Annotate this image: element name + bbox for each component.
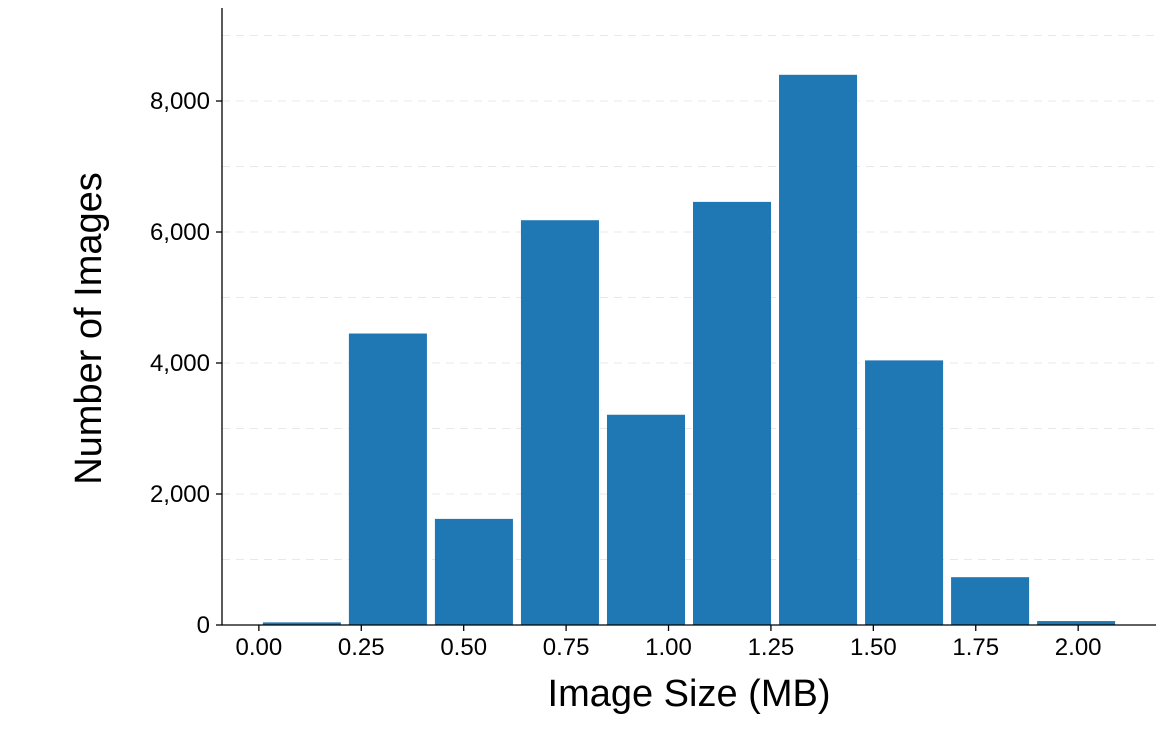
y-tick-label-0: 0 [197, 612, 210, 639]
x-tick-label-4: 1.00 [645, 634, 692, 661]
y-tick-label-4: 8,000 [150, 88, 210, 115]
y-tick-label-2: 4,000 [150, 350, 210, 377]
bar-8 [951, 577, 1030, 625]
x-tick-label-5: 1.25 [748, 634, 795, 661]
bar-3 [520, 220, 599, 626]
y-axis-title: Number of Images [68, 172, 110, 485]
x-tick-label-0: 0.00 [236, 634, 283, 661]
y-tick-label-3: 6,000 [150, 219, 210, 246]
x-tick-label-3: 0.75 [543, 634, 590, 661]
bar-7 [865, 360, 944, 625]
y-axis-ticks: 0 2,000 4,000 6,000 8,000 [150, 88, 222, 639]
bar-0 [262, 622, 341, 625]
bar-6 [779, 74, 858, 626]
y-tick-label-1: 2,000 [150, 481, 210, 508]
bar-5 [693, 201, 772, 625]
bar-1 [348, 333, 427, 625]
x-tick-label-2: 0.50 [440, 634, 487, 661]
x-tick-label-8: 2.00 [1055, 634, 1102, 661]
x-tick-label-6: 1.50 [850, 634, 897, 661]
x-tick-label-1: 0.25 [338, 634, 385, 661]
bar-4 [606, 414, 685, 625]
x-tick-label-7: 1.75 [952, 634, 999, 661]
bar-9 [1037, 621, 1116, 625]
x-axis-ticks: 0.00 0.25 0.50 0.75 1.00 1.25 1.50 1.75 2.00 [236, 625, 1102, 661]
bars [262, 74, 1116, 626]
bar-2 [434, 518, 513, 625]
axes [221, 8, 1156, 626]
x-axis-title: Image Size (MB) [548, 673, 831, 715]
